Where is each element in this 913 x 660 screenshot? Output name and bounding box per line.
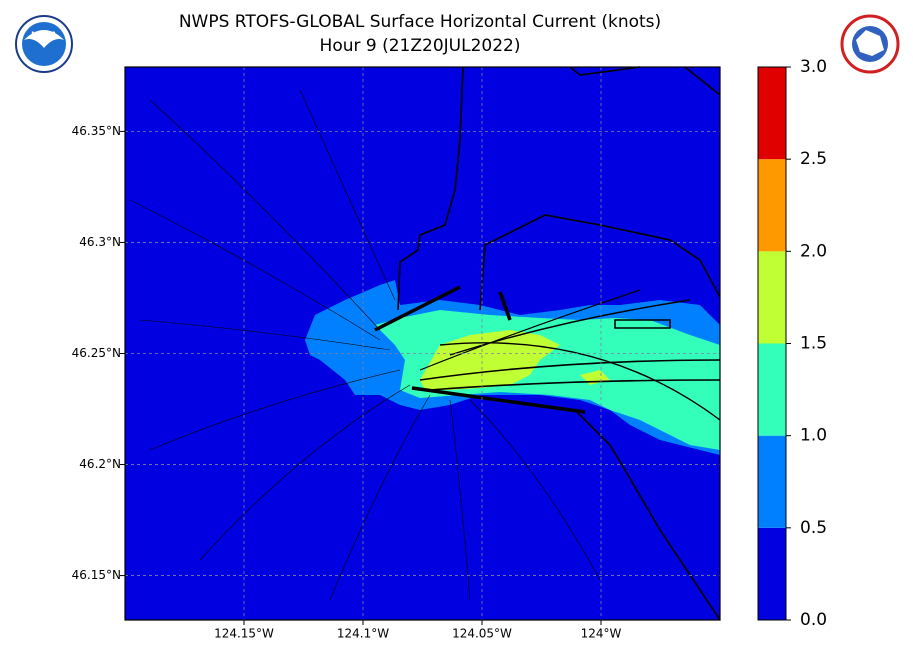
colorbar-tick-label: 1.5 [800,334,827,354]
x-tick-label: 124.15°W [214,627,274,641]
title: NWPS RTOFS-GLOBAL Surface Horizontal Cur… [179,12,661,32]
colorbar-tick-label: 0.0 [800,610,827,630]
colorbar-tick-label: 2.0 [800,241,827,261]
colorbar-bin [758,527,786,620]
coastline [374,66,721,621]
x-tick-label: 124.05°W [452,627,512,641]
noaa-text: NOAA [31,31,57,40]
x-tick-label: 124°W [581,627,622,641]
nws-logo [840,14,900,74]
colorbar-bin [758,435,786,528]
colorbar-bin [758,159,786,252]
noaa-logo: NOAA [15,15,73,73]
y-tick-label: 46.3°N [79,235,121,249]
streamlines [129,89,721,601]
y-tick-label: 46.35°N [72,124,121,138]
colorbar-bin [758,67,786,160]
y-tick-label: 46.2°N [79,457,121,471]
subtitle: Hour 9 (21Z20JUL2022) [320,36,521,56]
y-tick-label: 46.15°N [72,568,121,582]
colorbar-bin [758,343,786,436]
colorbar-tick-label: 2.5 [800,149,827,169]
map [125,66,721,621]
colorbar-bin [758,251,786,344]
y-tick-label: 46.25°N [72,346,121,360]
colorbar-tick-label: 3.0 [800,57,827,77]
colorbar-tick-label: 0.5 [800,518,827,538]
colorbar-tick-label: 1.0 [800,426,827,446]
map-frame [124,66,721,621]
x-tick-label: 124.1°W [337,627,389,641]
